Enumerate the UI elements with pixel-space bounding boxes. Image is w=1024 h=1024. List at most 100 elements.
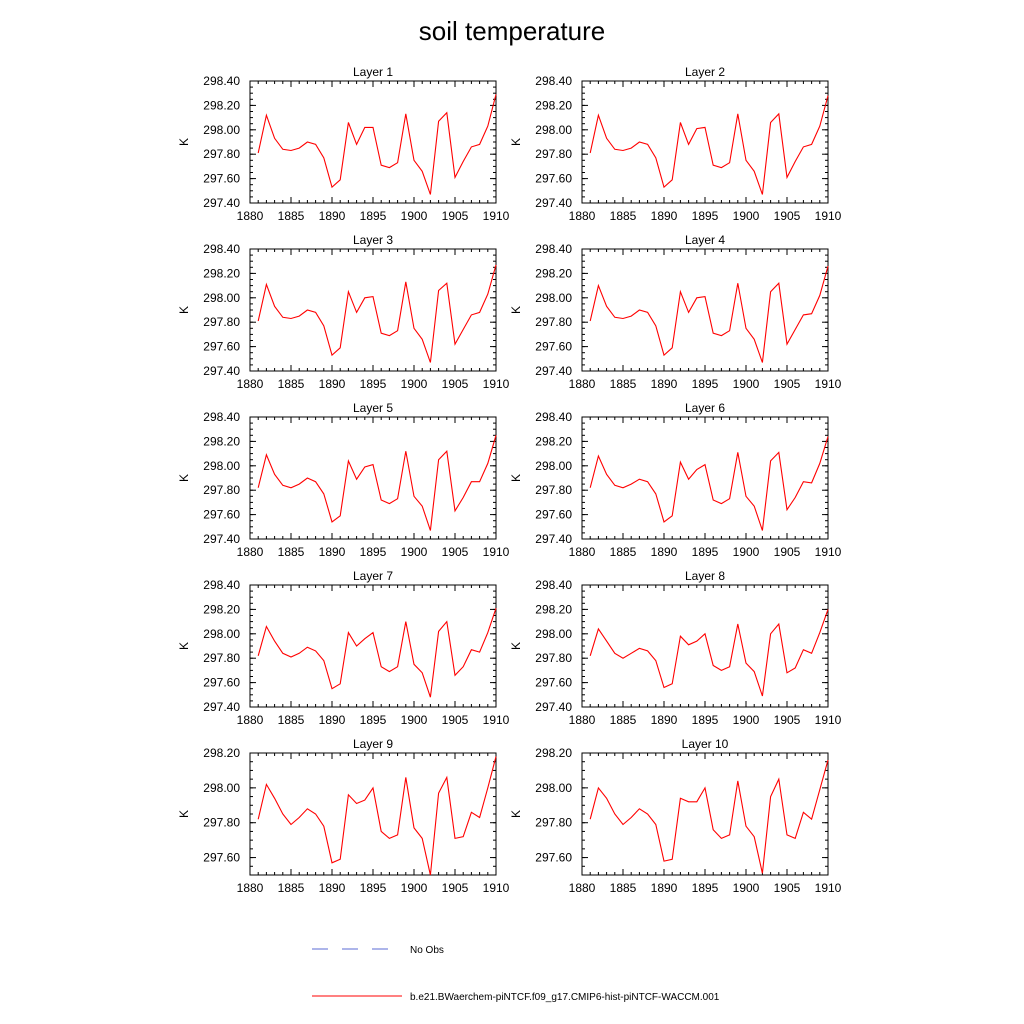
x-tick-label: 1895: [360, 377, 387, 391]
legend-model-label: b.e21.BWaerchem-piNTCF.f09_g17.CMIP6-his…: [410, 992, 720, 1003]
panel-1: Layer 1 1880 1885 1890 1895 1900 1905 1910 297.4…: [177, 65, 510, 223]
y-tick-label: 297.80: [203, 147, 240, 161]
x-tick-label: 1905: [774, 377, 801, 391]
y-tick-label: 297.60: [203, 676, 240, 690]
panel-title: Layer 1: [353, 65, 393, 79]
x-tick-label: 1910: [483, 713, 510, 727]
panel-title: Layer 5: [353, 401, 393, 415]
plot-frame: [249, 416, 497, 540]
x-tick-label: 1900: [733, 881, 760, 895]
series-line: [589, 95, 829, 195]
x-tick-label: 1900: [401, 713, 428, 727]
plot-frame: [581, 248, 829, 372]
panel-4: Layer 4 1880 1885 1890 1895 1900 1905 1910 297.4…: [509, 233, 842, 391]
x-tick-label: 1905: [774, 713, 801, 727]
plot-frame: [249, 80, 497, 204]
y-tick-label: 298.20: [203, 746, 240, 760]
x-tick-label: 1880: [569, 881, 596, 895]
x-tick-label: 1890: [319, 545, 346, 559]
y-tick-label: 297.40: [535, 532, 572, 546]
x-tick-label: 1900: [401, 209, 428, 223]
plot-frame: [581, 584, 829, 708]
y-tick-label: 298.00: [203, 459, 240, 473]
x-tick-label: 1880: [237, 713, 264, 727]
figure-title: soil temperature: [419, 16, 605, 46]
x-tick-label: 1910: [483, 209, 510, 223]
y-tick-label: 297.40: [203, 196, 240, 210]
y-tick-label: 297.80: [535, 816, 572, 830]
y-axis-label: K: [509, 138, 523, 146]
y-tick-label: 298.20: [203, 434, 240, 448]
y-tick-label: 297.80: [535, 315, 572, 329]
x-tick-label: 1885: [610, 881, 637, 895]
y-tick-label: 297.60: [535, 676, 572, 690]
panel-3: Layer 3 1880 1885 1890 1895 1900 1905 1910 297.4…: [177, 233, 510, 391]
x-tick-label: 1905: [442, 377, 469, 391]
series-line: [257, 94, 497, 195]
x-tick-label: 1900: [401, 377, 428, 391]
x-tick-label: 1900: [401, 881, 428, 895]
y-axis-label: K: [177, 138, 191, 146]
y-tick-label: 297.60: [203, 340, 240, 354]
x-tick-label: 1890: [319, 713, 346, 727]
panel-title: Layer 2: [685, 65, 725, 79]
x-tick-label: 1895: [360, 209, 387, 223]
panel-8: Layer 8 1880 1885 1890 1895 1900 1905 1910 297.4…: [509, 569, 842, 727]
x-tick-label: 1910: [815, 713, 842, 727]
x-tick-label: 1895: [360, 881, 387, 895]
x-tick-label: 1880: [569, 209, 596, 223]
y-axis-label: K: [509, 642, 523, 650]
x-tick-label: 1890: [651, 377, 678, 391]
y-tick-label: 297.80: [203, 315, 240, 329]
series-line: [589, 265, 829, 363]
y-tick-label: 298.00: [203, 291, 240, 305]
x-tick-label: 1880: [569, 377, 596, 391]
y-tick-label: 298.40: [535, 410, 572, 424]
y-tick-label: 298.20: [535, 602, 572, 616]
x-tick-label: 1895: [692, 377, 719, 391]
y-tick-label: 298.20: [203, 602, 240, 616]
series-line: [257, 264, 497, 363]
x-tick-label: 1890: [319, 209, 346, 223]
panel-6: Layer 6 1880 1885 1890 1895 1900 1905 1910 297.4…: [509, 401, 842, 559]
x-tick-label: 1880: [237, 881, 264, 895]
x-tick-label: 1880: [237, 377, 264, 391]
panel-title: Layer 7: [353, 569, 393, 583]
x-tick-label: 1895: [692, 545, 719, 559]
x-tick-label: 1890: [319, 377, 346, 391]
x-tick-label: 1885: [278, 377, 305, 391]
x-tick-label: 1905: [774, 545, 801, 559]
y-tick-label: 298.40: [203, 242, 240, 256]
plot-frame: [581, 752, 829, 876]
panel-title: Layer 3: [353, 233, 393, 247]
x-tick-label: 1900: [401, 545, 428, 559]
y-tick-label: 297.80: [535, 651, 572, 665]
series-line: [589, 759, 829, 874]
y-tick-label: 298.00: [535, 781, 572, 795]
x-tick-label: 1910: [815, 377, 842, 391]
panel-title: Layer 10: [682, 737, 729, 751]
y-tick-label: 297.40: [535, 700, 572, 714]
y-tick-label: 297.40: [535, 196, 572, 210]
x-tick-label: 1905: [442, 881, 469, 895]
y-tick-label: 298.40: [203, 74, 240, 88]
plot-frame: [249, 584, 497, 708]
x-tick-label: 1900: [733, 713, 760, 727]
y-tick-label: 298.20: [203, 266, 240, 280]
x-tick-label: 1895: [692, 209, 719, 223]
series-line: [589, 436, 829, 531]
x-tick-label: 1910: [815, 545, 842, 559]
y-tick-label: 297.60: [203, 851, 240, 865]
plot-frame: [581, 80, 829, 204]
y-tick-label: 297.80: [535, 147, 572, 161]
x-tick-label: 1910: [483, 545, 510, 559]
x-tick-label: 1910: [483, 377, 510, 391]
x-tick-label: 1885: [278, 881, 305, 895]
x-tick-label: 1885: [610, 713, 637, 727]
y-axis-label: K: [177, 642, 191, 650]
y-tick-label: 297.60: [535, 172, 572, 186]
panel-grid: Layer 1 1880 1885 1890 1895 1900 1905 1910 297.4…: [177, 65, 842, 895]
y-tick-label: 298.40: [535, 242, 572, 256]
plot-frame: [249, 752, 497, 876]
